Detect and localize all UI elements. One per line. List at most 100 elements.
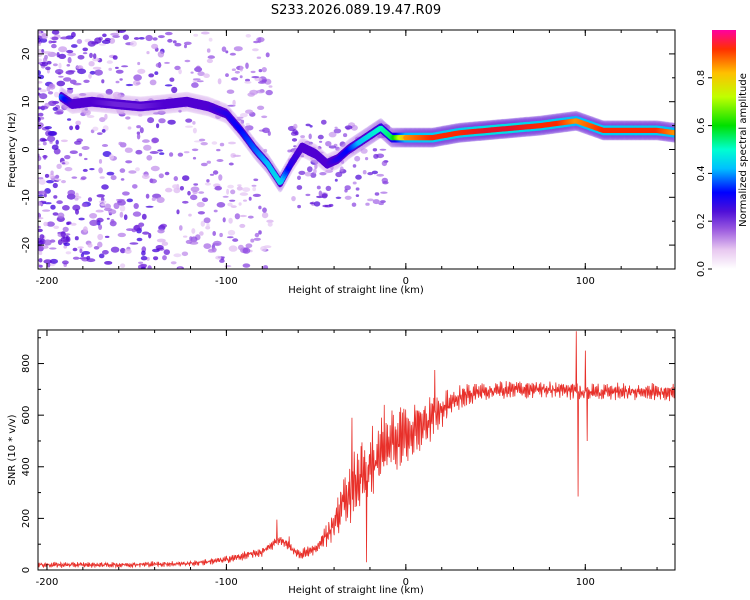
noise-speckle bbox=[58, 46, 68, 53]
snr-x-label: Height of straight line (km) bbox=[288, 585, 424, 596]
noise-speckle bbox=[219, 232, 223, 238]
noise-speckle bbox=[236, 116, 244, 119]
noise-speckle bbox=[321, 193, 328, 199]
noise-speckle bbox=[253, 237, 261, 241]
noise-speckle bbox=[89, 219, 99, 226]
noise-speckle bbox=[308, 141, 313, 145]
noise-speckle bbox=[381, 160, 388, 167]
noise-speckle bbox=[68, 70, 76, 73]
noise-speckle bbox=[179, 225, 183, 231]
noise-speckle bbox=[200, 162, 208, 167]
noise-speckle bbox=[151, 43, 159, 50]
noise-speckle bbox=[119, 211, 124, 218]
noise-speckle bbox=[99, 43, 106, 46]
noise-speckle bbox=[200, 142, 208, 146]
ridge-core bbox=[672, 130, 675, 136]
noise-speckle bbox=[74, 140, 82, 145]
noise-speckle bbox=[84, 107, 88, 111]
noise-speckle bbox=[138, 113, 143, 117]
x-tick-label: 100 bbox=[576, 276, 595, 287]
noise-speckle bbox=[169, 77, 175, 82]
noise-speckle bbox=[242, 187, 251, 193]
noise-speckle bbox=[39, 93, 48, 100]
noise-speckle bbox=[237, 184, 242, 187]
noise-speckle bbox=[258, 81, 266, 84]
noise-speckle bbox=[173, 176, 178, 182]
noise-speckle bbox=[38, 228, 43, 233]
noise-speckle bbox=[39, 234, 45, 240]
noise-speckle bbox=[124, 147, 133, 153]
noise-speckle bbox=[177, 152, 184, 157]
noise-speckle bbox=[165, 31, 173, 36]
noise-speckle bbox=[119, 168, 126, 173]
noise-speckle bbox=[240, 119, 245, 124]
noise-speckle bbox=[110, 219, 115, 224]
noise-speckle bbox=[50, 40, 57, 44]
noise-speckle bbox=[380, 191, 388, 194]
noise-speckle bbox=[228, 217, 233, 224]
noise-speckle bbox=[185, 118, 193, 123]
noise-speckle bbox=[120, 247, 126, 254]
noise-speckle bbox=[155, 62, 162, 68]
noise-speckle bbox=[132, 184, 138, 189]
noise-speckle bbox=[230, 189, 236, 195]
noise-speckle bbox=[38, 87, 42, 91]
noise-speckle bbox=[125, 83, 134, 87]
noise-speckle bbox=[155, 245, 164, 250]
noise-speckle bbox=[60, 139, 68, 143]
noise-speckle bbox=[48, 100, 57, 107]
noise-speckle bbox=[117, 30, 126, 33]
noise-speckle bbox=[238, 244, 244, 251]
noise-speckle bbox=[101, 144, 109, 147]
noise-speckle bbox=[187, 190, 191, 196]
noise-speckle bbox=[152, 37, 158, 41]
noise-speckle bbox=[267, 222, 273, 227]
noise-speckle bbox=[360, 148, 368, 154]
noise-speckle bbox=[240, 113, 248, 118]
noise-speckle bbox=[57, 212, 65, 219]
noise-speckle bbox=[121, 65, 129, 68]
noise-speckle bbox=[136, 133, 141, 140]
noise-speckle bbox=[265, 89, 273, 96]
noise-speckle bbox=[58, 75, 64, 78]
noise-speckle bbox=[56, 80, 66, 87]
noise-speckle bbox=[81, 146, 90, 150]
noise-speckle bbox=[156, 123, 160, 129]
snr-background bbox=[38, 330, 675, 570]
noise-speckle bbox=[69, 125, 74, 131]
noise-speckle bbox=[335, 196, 342, 199]
noise-speckle bbox=[61, 180, 66, 184]
noise-speckle bbox=[135, 167, 140, 172]
noise-speckle bbox=[153, 112, 160, 115]
noise-speckle bbox=[42, 141, 47, 146]
noise-speckle bbox=[232, 238, 239, 242]
x-tick-label: -100 bbox=[215, 276, 238, 287]
noise-speckle bbox=[87, 243, 93, 248]
colorbar-label: Normalized spectral amplitude bbox=[738, 73, 749, 227]
noise-speckle bbox=[145, 34, 153, 42]
noise-speckle bbox=[96, 209, 102, 213]
noise-speckle bbox=[379, 148, 387, 151]
noise-speckle bbox=[256, 56, 262, 59]
y-tick-label: 800 bbox=[21, 354, 32, 373]
noise-speckle bbox=[298, 170, 306, 175]
noise-speckle bbox=[193, 183, 199, 186]
noise-speckle bbox=[52, 182, 58, 189]
y-tick-label: 200 bbox=[21, 509, 32, 528]
noise-speckle bbox=[178, 68, 182, 75]
snr-panel: -200 -100 0 100 0 200 400 600 800 Height of stra… bbox=[7, 329, 676, 596]
noise-speckle bbox=[81, 203, 88, 208]
noise-speckle bbox=[38, 251, 43, 256]
noise-speckle bbox=[193, 33, 199, 37]
noise-speckle bbox=[50, 170, 54, 176]
noise-speckle bbox=[190, 194, 198, 201]
noise-speckle bbox=[206, 222, 210, 229]
noise-speckle bbox=[69, 150, 78, 154]
noise-speckle bbox=[124, 248, 132, 254]
noise-speckle bbox=[133, 203, 139, 209]
noise-speckle bbox=[300, 135, 305, 139]
noise-speckle bbox=[231, 77, 239, 81]
noise-speckle bbox=[250, 70, 256, 74]
noise-speckle bbox=[141, 174, 150, 180]
